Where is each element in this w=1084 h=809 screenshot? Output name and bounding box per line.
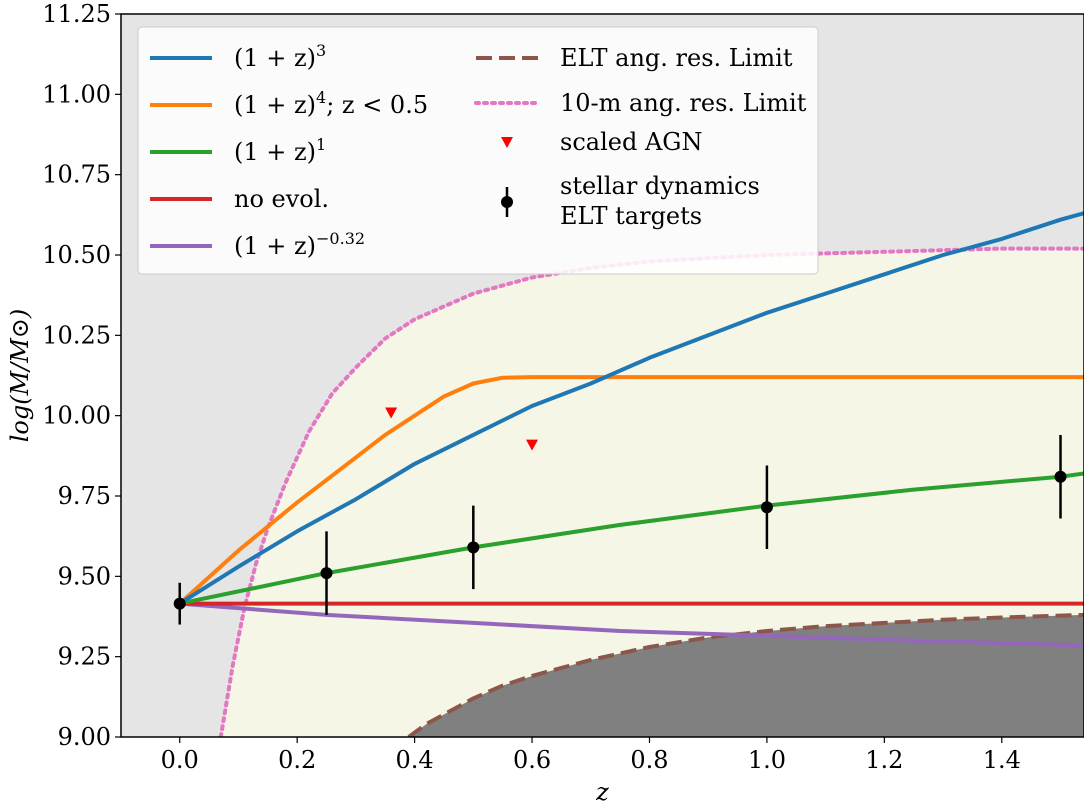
y-tick-label: 9.00 [58,723,111,751]
x-tick-label: 0.0 [161,746,199,774]
series-line-1 [178,375,1084,606]
y-tick-label: 10.00 [42,402,111,430]
y-tick-label: 10.75 [42,161,111,189]
legend-label-main: (1 + z) [234,138,316,166]
legend-target-label-1: stellar dynamics [560,172,760,200]
x-tick-label: 1.0 [748,746,786,774]
legend: (1 + z)3(1 + z)4; z < 0.5(1 + z)1no evol… [137,26,819,275]
series-layer [178,211,1084,737]
x-tick-label: 1.4 [983,746,1021,774]
target-point [1054,470,1067,483]
accessible-region [220,248,1084,737]
y-tick-label: 11.00 [42,80,111,108]
scaled-agn-marker [385,407,398,419]
legend-target-label-2: ELT targets [560,202,702,230]
series-line-2 [179,471,1084,606]
shaded-regions [220,248,1084,737]
plot-frame [120,13,1084,738]
legend-label: ELT ang. res. Limit [560,44,793,72]
markers-layer [173,407,1067,625]
y-tick-label: 11.25 [42,0,111,28]
inaccessible-region [408,614,1084,737]
legend-label: no evol. [234,185,329,213]
legend-target-marker [501,196,513,208]
legend-label-tail: ; z < 0.5 [326,91,428,119]
series-line-0 [178,211,1084,606]
legend-box [137,26,819,275]
y-tick-label: 9.75 [58,482,111,510]
legend-label: 10-m ang. res. Limit [560,89,807,117]
y-tick-label: 10.50 [42,241,111,269]
legend-label-sup: 4 [316,88,326,107]
legend-label-main: (1 + z) [234,232,316,260]
legend-agn-label: scaled AGN [560,128,702,156]
scaled-agn-marker [526,439,539,451]
x-tick-label: 0.2 [278,746,316,774]
legend-label: (1 + z)4; z < 0.5 [234,88,428,119]
legend-label-sup: 3 [316,41,326,60]
x-tick-label: 0.4 [396,746,434,774]
legend-label-main: 10-m ang. res. Limit [560,89,807,117]
axes: 0.0 0.2 0.4 0.6 0.8 1.0 1.2 1.4 9.00 9.25 9.50 9.75… [42,0,1084,774]
y-axis-label: log(M/M⊙) [6,309,34,443]
x-tick-label: 0.6 [513,746,551,774]
legend-label-sup: −0.32 [316,229,365,248]
x-axis-label: z [595,778,609,806]
legend-label-main: ELT ang. res. Limit [560,44,793,72]
y-tick-label: 9.50 [58,562,111,590]
series-line-5 [407,612,1084,737]
x-tick-label: 1.2 [865,746,903,774]
y-tick-label: 9.25 [58,643,111,671]
legend-agn-marker [501,137,513,148]
legend-label-sup: 1 [316,135,326,154]
legend-label: (1 + z)1 [234,135,326,166]
legend-label-main: (1 + z) [234,44,316,72]
y-tick-label: 10.25 [42,321,111,349]
target-point [467,541,480,554]
legend-label-main: (1 + z) [234,91,316,119]
target-point [320,567,333,580]
legend-label: (1 + z)3 [234,41,326,72]
target-point [173,597,186,610]
legend-label-main: no evol. [234,185,329,213]
series-line-4 [179,601,1084,648]
target-point [760,501,773,514]
x-tick-label: 0.8 [630,746,668,774]
legend-label: (1 + z)−0.32 [234,229,365,260]
